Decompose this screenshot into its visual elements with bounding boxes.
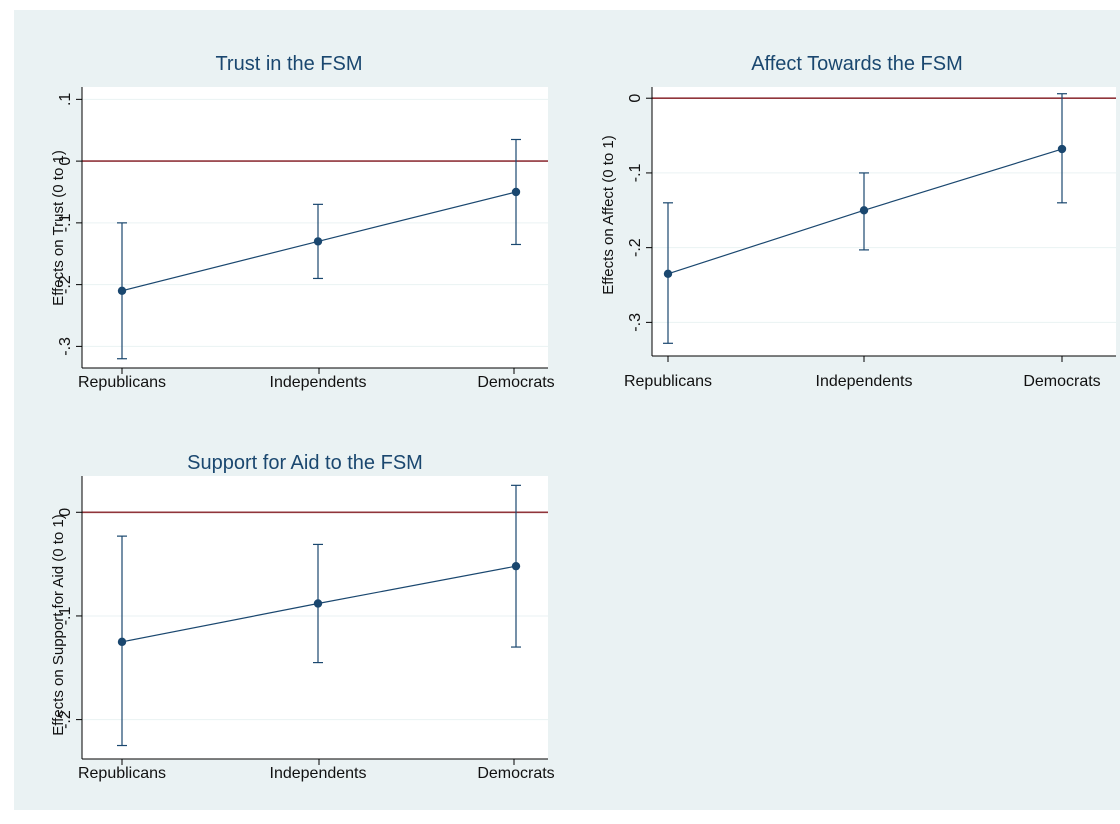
- x-tick-label: Republicans: [78, 374, 166, 391]
- x-tick-label: Independents: [270, 374, 367, 391]
- data-point: [511, 561, 521, 571]
- x-tick-label: Democrats: [1023, 373, 1100, 390]
- y-axis-title: Effects on Support for Aid (0 to 1): [50, 514, 67, 736]
- y-tick-label: -.1: [627, 163, 644, 182]
- y-axis-title: Effects on Trust (0 to 1): [50, 150, 67, 306]
- x-tick-label: Democrats: [477, 374, 554, 391]
- y-ticks: [646, 97, 652, 323]
- y-tick-label: 0: [57, 157, 74, 166]
- data-points: [663, 144, 1067, 279]
- data-points: [117, 561, 521, 647]
- data-point: [313, 237, 323, 246]
- plot-area: [82, 87, 548, 368]
- y-tick-label: -.2: [57, 275, 74, 294]
- x-tick-label: Democrats: [477, 765, 554, 782]
- x-tick-label: Republicans: [78, 765, 166, 782]
- x-ticks: [667, 356, 1063, 362]
- y-grid-lines: [652, 172, 1116, 323]
- y-tick-labels: .1 0 -.1 -.2 -.3: [57, 93, 74, 356]
- plot-area: [652, 87, 1116, 356]
- data-point: [117, 637, 127, 647]
- y-tick-label: -.2: [627, 238, 644, 257]
- data-point: [663, 269, 673, 279]
- y-tick-labels: 0 -.1 -.2: [57, 508, 74, 729]
- y-tick-label: -.3: [57, 337, 74, 356]
- x-tick-labels: Republicans Independents Democrats: [78, 374, 555, 391]
- y-tick-label: -.1: [57, 213, 74, 232]
- y-ticks: [76, 98, 82, 347]
- y-tick-label: -.3: [627, 313, 644, 332]
- y-tick-labels: 0 -.1 -.2 -.3: [627, 94, 644, 332]
- panel-support-aid: Support for Aid to the FSM 0 -.1 -.2 Repub…: [50, 452, 555, 782]
- data-point: [1057, 144, 1067, 154]
- y-axis-title: Effects on Affect (0 to 1): [600, 135, 617, 295]
- x-tick-labels: Republicans Independents Democrats: [78, 765, 555, 782]
- x-tick-label: Independents: [816, 373, 913, 390]
- y-tick-label: -.2: [57, 710, 74, 729]
- panel-affect: Affect Towards the FSM 0 -.1 -.2 -.3 Republ…: [600, 53, 1116, 390]
- y-grid-lines: [82, 98, 548, 347]
- data-point: [313, 599, 323, 608]
- y-tick-label: 0: [57, 508, 74, 517]
- plot-area: [82, 476, 548, 759]
- y-tick-label: -.1: [57, 607, 74, 626]
- panel-title: Trust in the FSM: [215, 53, 362, 75]
- y-ticks: [76, 511, 82, 721]
- y-grid-lines: [82, 615, 548, 721]
- x-tick-label: Republicans: [624, 373, 712, 390]
- panel-title: Affect Towards the FSM: [751, 53, 963, 75]
- panel-title: Support for Aid to the FSM: [187, 452, 423, 474]
- data-point: [117, 286, 127, 296]
- y-tick-label: .1: [57, 93, 74, 106]
- x-ticks: [121, 368, 515, 374]
- data-point: [859, 206, 869, 215]
- y-tick-label: 0: [627, 94, 644, 103]
- data-points: [117, 187, 521, 296]
- panel-trust: Trust in the FSM .1 0 -.1 -.2 -.3 Republican…: [50, 53, 555, 391]
- x-ticks: [121, 759, 515, 765]
- x-tick-label: Independents: [270, 765, 367, 782]
- data-point: [511, 187, 521, 197]
- x-tick-labels: Republicans Independents Democrats: [624, 373, 1101, 390]
